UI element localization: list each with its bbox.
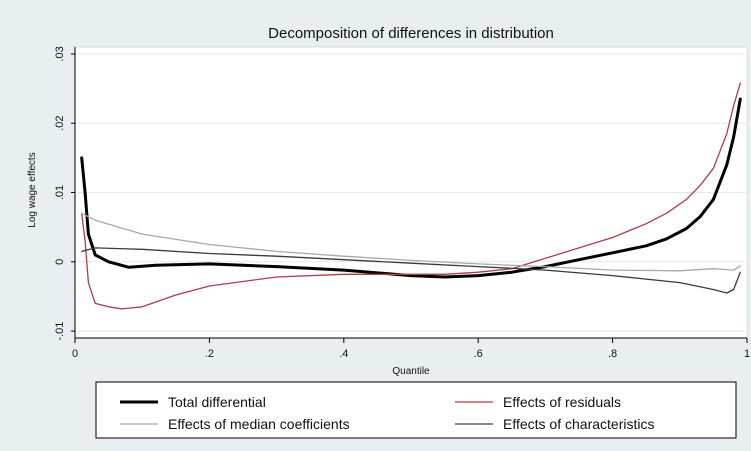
series-line-effects-of-characteristics — [81, 247, 741, 294]
series-lines — [80, 82, 742, 310]
x-tick-label: .6 — [474, 348, 483, 360]
legend-box — [95, 381, 737, 439]
legend-label-effects-of-residuals: Effects of residuals — [503, 394, 621, 410]
x-tick-label: .8 — [608, 348, 617, 360]
legend: Total differential Effects of residuals Ef… — [95, 381, 737, 439]
y-tick-label: .03 — [54, 46, 66, 61]
x-tick-label: .4 — [339, 348, 348, 360]
axes: -.01 0 .01 .02 .03 0 .2 .4 .6 .8 1 — [54, 46, 750, 360]
chart-title: Decomposition of differences in distribu… — [268, 25, 554, 42]
legend-label-total-differential: Total differential — [168, 394, 266, 410]
x-tick-label: 1 — [744, 348, 750, 360]
legend-label-effects-of-characteristics: Effects of characteristics — [503, 416, 654, 432]
y-tick-label: 0 — [54, 259, 66, 265]
y-tick-label: -.01 — [54, 322, 66, 341]
x-axis-label: Quantile — [392, 366, 430, 377]
y-tick-label: .02 — [54, 116, 66, 131]
x-tick-label: .2 — [205, 348, 214, 360]
legend-label-effects-of-median-coefficients: Effects of median coefficients — [168, 416, 350, 432]
grid-lines — [75, 53, 747, 332]
x-tick-label: 0 — [72, 348, 78, 360]
legend-items: Total differential Effects of residuals Ef… — [120, 394, 654, 432]
series-line-total-differential — [80, 97, 742, 279]
series-line-effects-of-median-coefficients — [81, 212, 741, 272]
series-line-effects-of-residuals — [81, 82, 741, 310]
y-tick-label: .01 — [54, 185, 66, 200]
y-axis-label: Log wage effects — [27, 152, 38, 227]
